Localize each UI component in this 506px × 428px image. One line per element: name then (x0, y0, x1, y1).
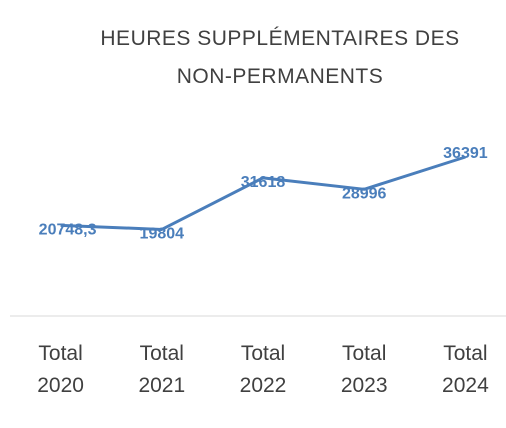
line (60, 155, 466, 231)
x-tick-label: Total 2023 (340, 342, 388, 397)
chart-title: HEURES SUPPLÉMENTAIRES DES NON-PERMANENT… (100, 27, 460, 88)
x-tick-label: Total 2021 (138, 342, 186, 397)
data-label: 20748,3 (39, 222, 97, 239)
data-label: 28996 (342, 186, 387, 203)
x-tick-label: Total 2022 (239, 342, 287, 397)
x-tick-label: Total 2020 (37, 342, 84, 397)
data-label: 19804 (140, 226, 185, 243)
x-tick-label: Total 2024 (442, 342, 489, 397)
data-label: 31618 (241, 174, 286, 191)
data-label: 36391 (443, 145, 488, 162)
